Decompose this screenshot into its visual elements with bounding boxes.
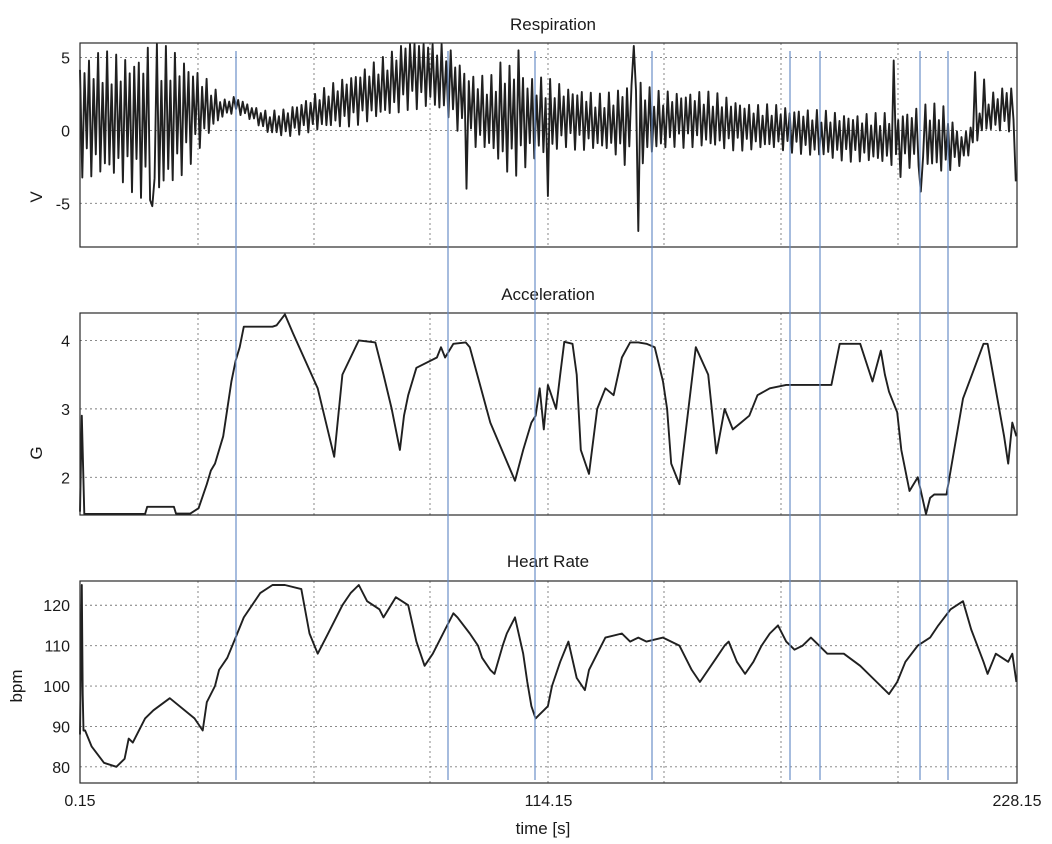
acceleration-grid <box>80 313 1017 515</box>
y-tick-label: 80 <box>52 760 70 777</box>
y-tick-label: 90 <box>52 719 70 736</box>
y-tick-label: 4 <box>61 333 70 350</box>
acceleration-panel: Acceleration G 2 3 4 <box>27 285 1018 516</box>
y-tick-label: 100 <box>43 679 70 696</box>
acceleration-yticks: 2 3 4 <box>61 333 70 487</box>
respiration-yticks: -5 0 5 <box>56 51 70 214</box>
respiration-panel: Respiration V -5 0 5 <box>27 15 1018 248</box>
x-tick-label: 228.15 <box>993 793 1042 810</box>
heart-rate-xticks: 0.15 114.15 228.15 <box>64 793 1041 810</box>
y-tick-label: 110 <box>44 639 70 656</box>
respiration-title: Respiration <box>510 15 596 34</box>
heart-rate-plot-frame <box>79 580 1018 784</box>
y-tick-label: -5 <box>56 196 70 213</box>
respiration-ylabel: V <box>27 191 46 203</box>
x-tick-label: 114.15 <box>525 793 573 810</box>
heart-rate-ylabel: bpm <box>7 669 26 702</box>
respiration-plot-frame <box>79 42 1018 248</box>
time-axis-label: time [s] <box>516 819 571 838</box>
heart-rate-title: Heart Rate <box>507 552 589 571</box>
acceleration-ylabel: G <box>27 446 46 459</box>
y-tick-label: 2 <box>61 470 70 487</box>
y-tick-label: 5 <box>61 51 70 68</box>
y-tick-label: 120 <box>43 598 70 615</box>
heart-rate-line <box>79 584 1018 768</box>
y-tick-label: 3 <box>61 402 70 419</box>
acceleration-title: Acceleration <box>501 285 595 304</box>
heart-rate-yticks: 80 90 100 110 120 <box>43 598 70 777</box>
heart-rate-panel: Heart Rate bpm 80 90 100 110 120 0.15 114.15 2… <box>7 552 1042 838</box>
y-tick-label: 0 <box>61 123 70 140</box>
acceleration-plot-frame <box>79 312 1018 516</box>
x-tick-label: 0.15 <box>64 793 95 810</box>
event-markers <box>235 51 949 780</box>
acceleration-line <box>79 313 1018 515</box>
